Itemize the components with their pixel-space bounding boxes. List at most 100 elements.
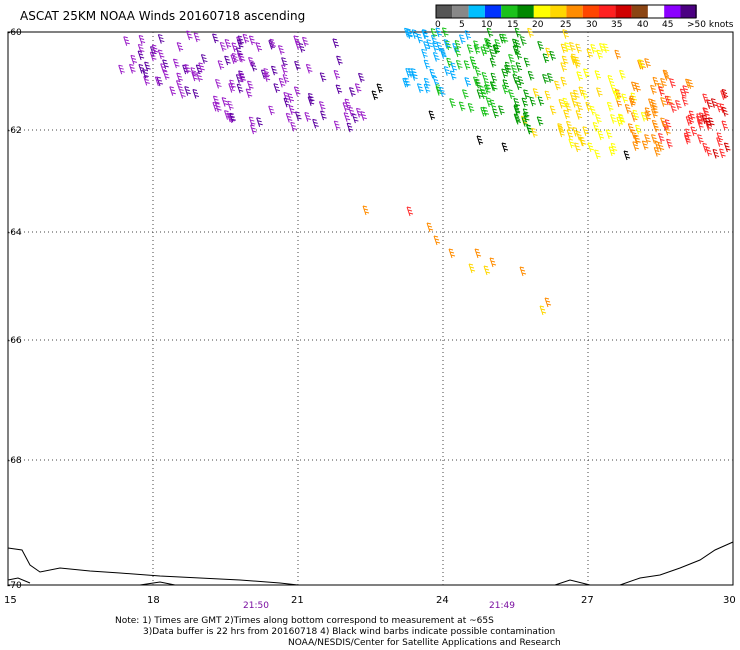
wind-barb [504,61,512,72]
wind-barb [606,101,614,112]
wind-barb [654,141,662,151]
wind-barb [653,147,661,157]
wind-barb [575,130,583,141]
wind-barb [664,119,672,129]
footnote-line-1: Note: 1) Times are GMT 2)Times along bot… [115,616,494,626]
wind-barb [638,59,645,69]
wind-barb [489,257,497,268]
wind-barb [529,96,536,107]
wind-barb [288,105,296,115]
wind-barbs [118,27,731,316]
wind-barb [376,83,384,94]
wind-barb [629,95,636,106]
wind-barb [650,99,658,110]
wind-barb [573,89,580,100]
wind-barb [575,110,583,120]
wind-barb [566,120,573,131]
wind-barb [138,64,146,74]
wind-barb [716,102,723,113]
wind-barb [527,70,535,81]
wind-barb [227,100,234,111]
wind-barb [532,88,540,98]
wind-barb [294,40,302,50]
wind-barb [683,132,691,143]
wind-barb [302,36,309,47]
wind-barb [219,41,227,52]
wind-barb [175,80,183,90]
wind-barb [578,136,586,147]
wind-barb [697,134,704,144]
wind-barb [492,44,500,55]
wind-barb [355,107,363,118]
wind-barb [549,50,556,61]
wind-barb [348,87,356,97]
lat-label: -70 [7,581,22,591]
wind-barb [423,83,431,94]
wind-barb [566,129,574,139]
wind-barb [411,71,418,81]
lat-label: -62 [7,126,22,136]
wind-barb [710,98,718,108]
wind-barb [263,72,271,82]
wind-barb [179,88,186,99]
wind-barb [526,124,533,135]
wind-barb [632,109,640,120]
wind-barb [492,108,499,119]
wind-barb [675,100,682,110]
wind-barb [660,117,667,128]
wind-barb [631,81,638,92]
wind-barb [195,64,203,75]
wind-barb [696,113,703,123]
wind-barb [648,98,655,109]
wind-barb [527,27,534,38]
wind-barb [634,82,641,93]
wind-barb [596,87,603,97]
wind-barb [154,76,162,87]
legend-swatch [647,5,665,18]
wind-barb [565,102,572,113]
time-label: 21:49 [489,601,515,611]
wind-barb [582,126,589,136]
wind-barb [192,88,200,99]
wind-barb [587,142,595,153]
wind-barb [231,42,239,53]
wind-barb [473,44,481,55]
wind-barb [285,112,293,123]
wind-barb [430,34,438,45]
wind-barb [651,108,658,119]
wind-barb [546,73,554,83]
wind-barb [186,30,193,41]
wind-barb [664,125,671,136]
wind-barb [690,126,698,137]
wind-barb [562,97,570,108]
wind-barb [502,84,509,95]
wind-barb [501,33,509,44]
wind-barb [294,60,301,71]
wind-barb [229,112,236,123]
legend-swatch [436,5,453,18]
wind-barb [238,72,245,83]
wind-barb [681,96,689,107]
wind-barb [515,50,522,60]
wind-barb [411,29,419,39]
wind-barb [221,97,229,107]
wind-barb [191,71,198,82]
wind-barb [281,57,288,67]
wind-barb [544,297,552,308]
wind-barb [663,71,670,81]
wind-barb [473,76,480,87]
wind-barb [512,45,520,56]
wind-barb [343,112,351,122]
legend-label: >50 knots [687,20,734,30]
lon-label: 21 [291,595,304,606]
wind-barb [287,93,295,103]
wind-barb [508,89,515,99]
legend-label: 0 [435,20,441,30]
wind-barb [144,61,151,72]
wind-barb [426,39,433,49]
wind-barb [196,72,203,82]
wind-barb [493,44,501,54]
wind-barb [421,29,429,39]
wind-barb [721,89,729,99]
wind-barb [564,42,571,52]
